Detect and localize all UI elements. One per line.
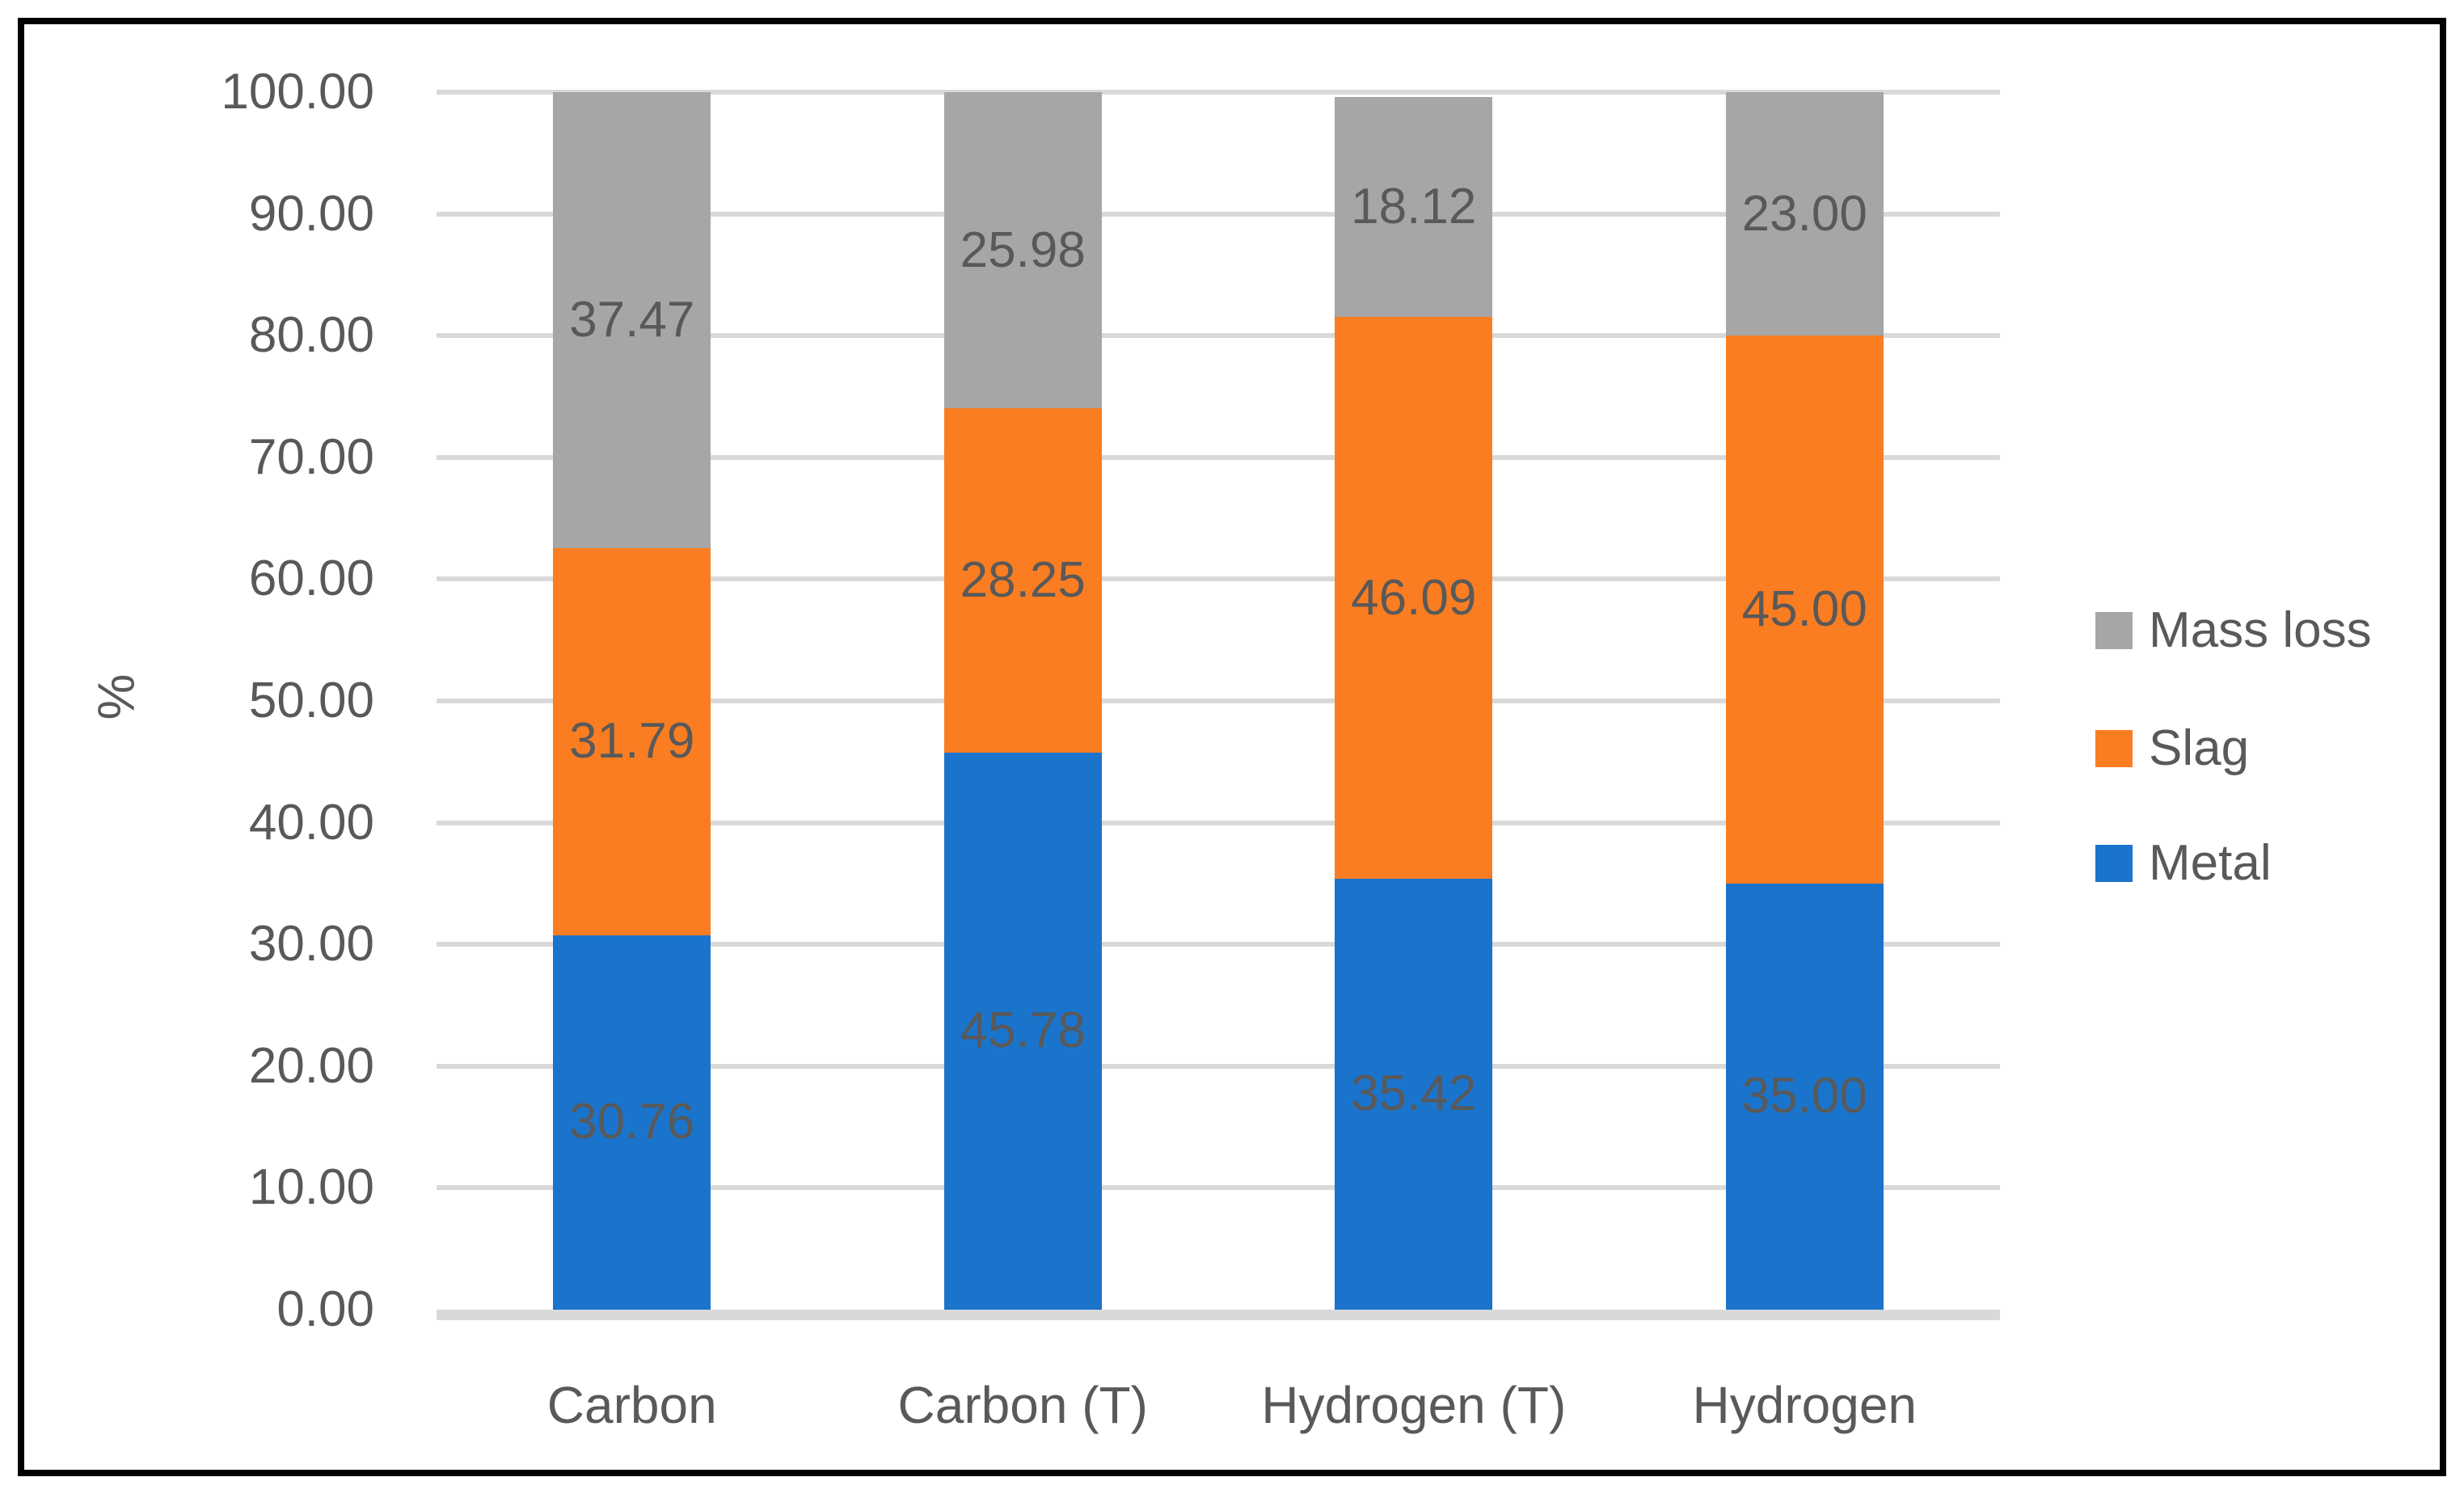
gridline [437,90,2000,95]
y-tick-label: 90.00 [248,185,374,242]
y-tick-label: 30.00 [248,916,374,973]
data-label: 37.47 [569,291,695,348]
gridline [437,576,2000,582]
chart-frame [18,18,2446,1476]
gridline [437,942,2000,947]
data-label: 45.00 [1741,581,1867,638]
legend-swatch-slag [2095,730,2133,767]
gridline [437,698,2000,703]
data-label: 35.42 [1351,1066,1477,1122]
y-tick-label: 50.00 [248,673,374,728]
bar-segment-mass-loss [943,92,1102,409]
y-tick-label: 100.00 [221,64,374,120]
legend-swatch-mass-loss [2095,612,2133,649]
legend-label: Metal [2149,835,2272,891]
bar-segment-slag [943,408,1102,753]
x-axis-label: Hydrogen (T) [1261,1376,1567,1434]
gridline [437,1063,2000,1069]
data-label: 46.09 [1351,569,1477,626]
y-tick-label: 80.00 [248,307,374,364]
y-axis-title: % [86,673,146,720]
data-label: 23.00 [1741,185,1867,242]
bar-segment-metal [943,752,1102,1310]
data-label: 30.76 [569,1094,695,1150]
y-tick-label: 10.00 [248,1159,374,1216]
data-label: 31.79 [569,713,695,770]
data-label: 28.25 [960,551,1086,608]
legend-item: Mass loss [2095,590,2419,671]
bar-segment-metal [1335,878,1493,1310]
legend-swatch-metal [2095,845,2133,882]
y-tick-label: 60.00 [248,551,374,607]
y-tick-label: 40.00 [248,794,374,850]
x-axis-label: Carbon (T) [897,1376,1148,1434]
x-axis-line [437,1310,2000,1320]
bar-segment-slag [1725,336,1884,884]
gridline [437,820,2000,825]
bar-segment-mass-loss [553,92,711,548]
y-tick-label: 70.00 [248,428,374,485]
data-label: 35.00 [1741,1068,1867,1125]
legend-label: Mass loss [2149,602,2372,658]
bar-segment-metal [553,935,711,1310]
y-tick-label: 0.00 [276,1281,374,1337]
data-label: 18.12 [1351,179,1477,235]
x-axis-label: Hydrogen [1692,1376,1918,1434]
bar-segment-mass-loss [1725,92,1884,336]
gridline [437,1185,2000,1191]
gridline [437,333,2000,339]
bar-segment-mass-loss [1335,96,1493,318]
legend-item: Metal [2095,823,2419,904]
gridline [437,454,2000,460]
bar-segment-slag [553,547,711,935]
data-label: 45.78 [960,1002,1086,1059]
data-label: 25.98 [960,222,1086,278]
y-tick-label: 20.00 [248,1037,374,1094]
gridline [437,211,2000,217]
x-axis-label: Carbon [546,1376,717,1434]
bar-segment-metal [1725,883,1884,1310]
bar-segment-slag [1335,317,1493,879]
legend-item: Slag [2095,708,2419,789]
legend-label: Slag [2149,720,2250,776]
